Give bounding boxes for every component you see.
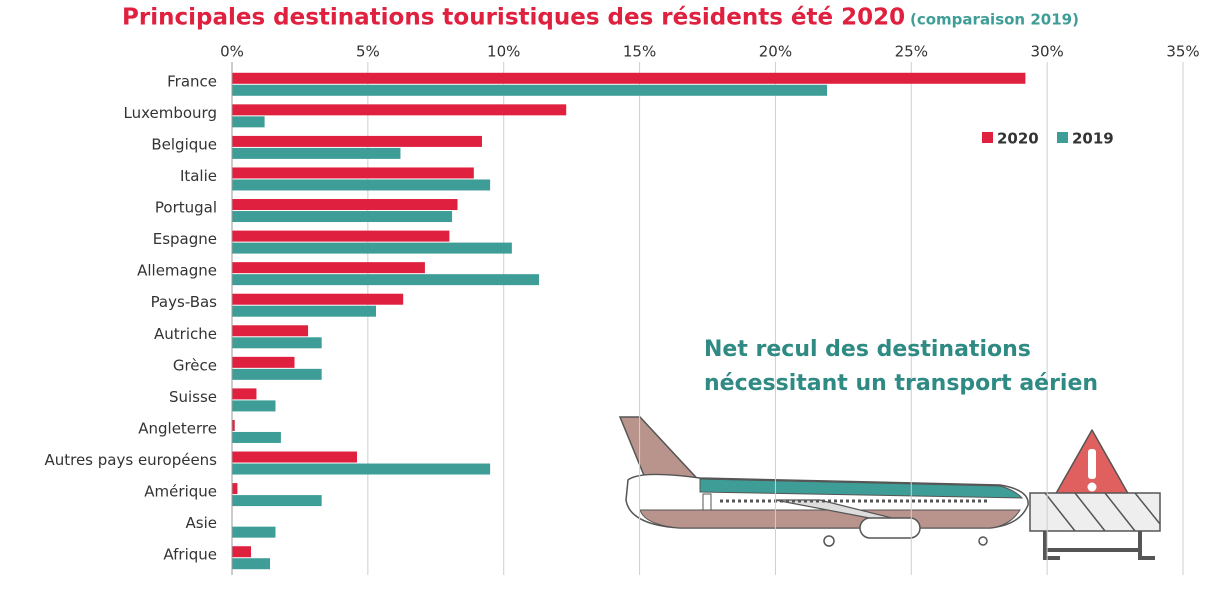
annotation: Net recul des destinations [704,337,1031,362]
bar [232,262,425,274]
bar [232,558,271,570]
bar [232,199,458,211]
x-tick-label: 10% [487,43,520,61]
y-tick-label: Italie [180,167,217,185]
bar [232,451,357,463]
bar [232,388,257,400]
bar [232,483,238,495]
y-tick-label: Pays-Bas [151,293,218,311]
y-tick-label: Angleterre [138,419,217,437]
x-tick-label: 0% [220,43,244,61]
bar [232,305,377,317]
chart-subtitle: (comparaison 2019) [910,11,1079,29]
bar [232,179,491,191]
annotation: nécessitant un transport aérien [704,371,1098,396]
x-tick-label: 5% [356,43,380,61]
illustration [618,416,1161,560]
legend-swatch [1057,132,1068,143]
x-tick-label: 35% [1166,43,1199,61]
y-tick-label: Luxembourg [124,104,218,122]
bar [232,84,828,96]
bar [232,419,235,431]
y-tick-label: Autriche [154,325,217,343]
legend-label: 2020 [997,130,1039,148]
bar [232,211,453,223]
y-tick-label: Amérique [144,483,217,501]
y-tick-label: Afrique [163,546,217,564]
bar [232,230,450,242]
x-tick-label: 30% [1030,43,1063,61]
y-tick-label: Autres pays européens [44,451,217,469]
y-tick-label: France [167,72,217,90]
bar [232,495,322,507]
y-tick-label: Allemagne [137,262,217,280]
legend-label: 2019 [1072,130,1114,148]
legend-swatch [982,132,993,143]
bar [232,104,567,116]
bar [232,526,276,538]
bar [232,431,281,443]
chart-title: Principales destinations touristiques de… [122,5,905,31]
bar [232,463,491,475]
bar [232,546,252,558]
bar [232,135,482,147]
y-tick-label: Suisse [169,388,217,406]
y-tick-label: Portugal [155,199,217,217]
bar [232,116,265,128]
bar [232,147,401,159]
bar [232,72,1026,84]
bar [232,337,322,349]
bar [232,293,404,305]
x-tick-label: 20% [759,43,792,61]
x-tick-label: 25% [895,43,928,61]
bar [232,368,322,380]
y-tick-label: Espagne [153,230,217,248]
y-tick-label: Belgique [151,135,217,153]
y-tick-label: Grèce [173,356,217,374]
bar [232,356,295,368]
bar [232,325,309,337]
bar [232,167,474,179]
x-tick-label: 15% [623,43,656,61]
bar [232,400,276,412]
y-tick-label: Asie [186,514,217,532]
bar [232,242,512,254]
bar [232,274,540,286]
